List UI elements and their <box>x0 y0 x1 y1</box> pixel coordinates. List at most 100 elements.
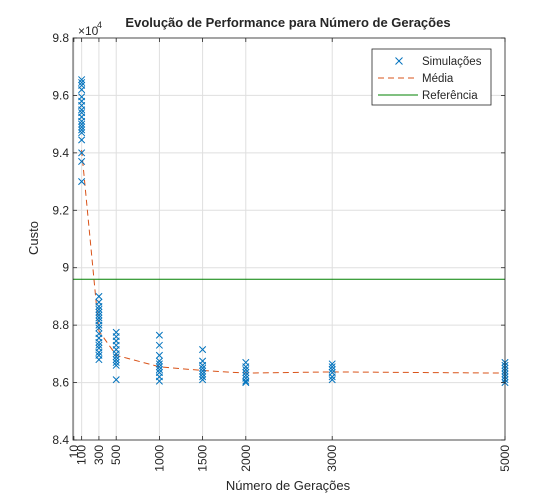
simulation-point-stroke <box>199 367 207 375</box>
simulation-point-stroke <box>95 308 103 316</box>
simulation-point-stroke <box>78 78 86 87</box>
simulation-point-stroke <box>242 366 250 374</box>
simulation-point <box>328 360 336 368</box>
simulation-point <box>95 314 103 322</box>
simulation-point <box>199 364 207 372</box>
simulation-point <box>78 86 86 94</box>
plot-area-border <box>72 37 506 441</box>
simulation-point-stroke <box>95 292 103 300</box>
simulation-point-stroke <box>155 351 163 359</box>
simulation-point <box>242 371 250 379</box>
simulation-point-stroke <box>78 106 86 114</box>
simulation-point <box>95 302 103 311</box>
simulation-point <box>155 351 163 359</box>
simulation-point-stroke <box>328 363 336 371</box>
chart-title: Evolução de Performance para Número de G… <box>125 15 450 30</box>
simulation-point <box>242 368 250 377</box>
simulation-point <box>155 363 163 371</box>
x-tick-label: 3000 <box>325 445 339 472</box>
simulation-point-stroke <box>328 373 336 381</box>
simulation-point-stroke <box>328 366 336 374</box>
simulation-point-stroke <box>199 345 207 354</box>
simulation-point <box>112 358 120 367</box>
simulation-point-stroke <box>155 366 163 374</box>
y-exponent-power: 4 <box>97 20 102 30</box>
simulation-point <box>95 324 103 332</box>
x-axis-label: Número de Gerações <box>226 478 351 493</box>
legend-box <box>371 48 492 106</box>
y-tick-label: 8.4 <box>52 433 69 447</box>
simulation-point-stroke <box>155 341 163 349</box>
simulation-point <box>78 157 86 166</box>
simulation-point-stroke <box>155 377 163 385</box>
simulation-point <box>112 353 120 361</box>
simulation-point-stroke <box>242 377 250 385</box>
simulation-point-stroke <box>112 356 120 364</box>
simulation-point <box>78 76 86 84</box>
simulation-point <box>78 129 86 137</box>
y-tick-label: 8.6 <box>52 376 69 390</box>
simulation-point <box>155 377 163 385</box>
y-exponent-base: ×10 <box>78 24 99 38</box>
simulation-point-stroke <box>78 136 86 144</box>
simulation-point-stroke <box>112 361 120 369</box>
simulation-point-stroke <box>95 356 103 364</box>
simulation-point <box>155 366 163 374</box>
simulation-point <box>78 126 86 134</box>
y-tick-label: 8.8 <box>52 318 69 332</box>
simulation-point <box>328 366 336 374</box>
simulation-point <box>242 377 250 385</box>
simulation-point <box>199 376 207 384</box>
simulation-point-stroke <box>95 338 103 346</box>
simulation-point-stroke <box>155 357 163 365</box>
simulation-point-stroke <box>242 363 250 371</box>
x-tick-label: 10 <box>67 445 81 459</box>
simulation-point-stroke <box>155 360 163 368</box>
simulation-point-stroke <box>95 314 103 322</box>
simulation-point-stroke <box>95 321 103 329</box>
simulation-point-stroke <box>155 363 163 371</box>
simulation-point-stroke <box>199 364 207 372</box>
simulation-point <box>199 370 207 378</box>
simulation-point <box>78 106 86 114</box>
simulation-point-stroke <box>78 123 86 131</box>
simulation-point <box>95 321 103 329</box>
simulation-point <box>242 363 250 371</box>
simulation-point-stroke <box>112 376 120 384</box>
simulation-point <box>328 363 336 371</box>
simulation-point-stroke <box>95 341 103 349</box>
simulation-point <box>112 361 120 369</box>
y-tick-label: 9.4 <box>52 146 69 160</box>
x-tick-label: 1000 <box>152 445 166 472</box>
simulation-point-stroke <box>95 311 103 319</box>
simulation-point-stroke <box>199 361 207 369</box>
simulation-point-stroke <box>78 178 86 186</box>
simulation-point-stroke <box>95 305 103 313</box>
legend-label-referencia: Referência <box>422 90 478 102</box>
simulation-point <box>242 379 250 387</box>
simulation-point <box>155 360 163 368</box>
simulation-point-stroke <box>199 373 207 381</box>
simulation-point <box>78 123 86 131</box>
simulation-point <box>328 373 336 381</box>
simulation-point-stroke <box>78 157 86 166</box>
simulation-point <box>242 366 250 374</box>
x-tick-label: 100 <box>75 445 89 465</box>
x-tick-label: 2000 <box>239 445 253 472</box>
simulation-point-stroke <box>155 331 163 339</box>
simulation-point-stroke <box>95 302 103 311</box>
simulation-point <box>199 361 207 369</box>
simulation-point <box>95 305 103 313</box>
legend: Simulações Média Referência <box>371 48 492 106</box>
simulation-point-stroke <box>199 370 207 378</box>
simulation-point-stroke <box>78 129 86 137</box>
simulation-point <box>95 308 103 316</box>
simulation-point <box>155 331 163 339</box>
simulation-point <box>112 356 120 364</box>
simulation-point <box>78 78 86 87</box>
simulation-point-stroke <box>199 376 207 384</box>
simulation-point-stroke <box>328 376 336 384</box>
simulation-point-stroke <box>112 358 120 367</box>
simulation-point-stroke <box>112 350 120 358</box>
